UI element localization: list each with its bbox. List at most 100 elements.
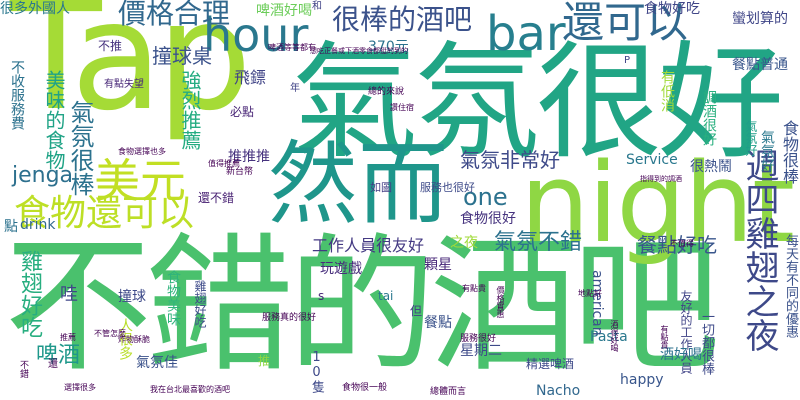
word-shiwu-henhao: 食物很好 — [460, 211, 516, 227]
word-happy: happy — [620, 372, 664, 388]
word-service: Service — [626, 152, 678, 168]
word-zhide-dao-tiaojiu: 指得到的調酒 — [640, 175, 682, 183]
word-tuijian: 推薦 — [60, 333, 76, 342]
word-jiu-hen-haohe: 酒很好喝 — [610, 320, 619, 352]
word-bucuo-small: 不錯 — [18, 360, 28, 378]
word-pijiu: 啤酒 — [36, 343, 81, 368]
word-dan: 但 — [410, 304, 423, 318]
word-meiwei-de-shiwu: 美味的食物 — [42, 70, 66, 170]
word-tai: tai — [378, 289, 394, 303]
word-henbang-de-jiuba: 很棒的酒吧 — [332, 3, 473, 36]
word-buzhide: 不值得 — [670, 239, 694, 248]
word-man-husuan: 蠻划算的 — [732, 11, 788, 27]
word-nian: 年 — [290, 83, 300, 94]
word-wan-youxi: 玩遊戲 — [320, 261, 362, 277]
word-hai: 還 — [48, 359, 58, 370]
word-qifen-henbang: 氣氛很棒 — [66, 100, 94, 196]
word-bar: bar — [486, 6, 566, 62]
word-zhawu-sucui: 炸物酥脆 — [118, 335, 150, 344]
word-xingqi-er: 星期二 — [460, 343, 502, 359]
word-shiwu-haochi: 食物好吃 — [644, 1, 700, 17]
word-zongde-laishuo: 總的來說 — [368, 87, 405, 97]
word-nacho: Nacho — [536, 383, 581, 399]
word-pijiu-haohe: 啤酒好喝 — [256, 3, 312, 19]
word-hai-keyi: 還可以 — [562, 0, 689, 47]
word-jichi-haochi-2: 雞翅好吃 — [193, 280, 207, 328]
word-youhao-gongzuorenyuan: 友好的工作人員 — [679, 290, 693, 374]
word-zhiye: 之夜 — [450, 235, 478, 251]
word-qifen-hao-right: 氣氛好 — [759, 130, 775, 172]
word-one: one — [463, 183, 508, 211]
word-bushou-fuwufei: 不收服務費 — [9, 60, 25, 130]
word-xin-taibi: 新台幣 — [226, 167, 254, 177]
word-zhuangqiu-zhuo: 撞球桌 — [152, 44, 212, 68]
word-gongzuo-renyuan: 工作人員很友好 — [312, 236, 425, 255]
word-meitian-youhui: 每天有不同的優惠 — [783, 234, 798, 338]
word-bidian: 必點 — [230, 105, 255, 119]
word-didian-hao: 地點好 — [578, 289, 602, 298]
word-shiwu-xuanze-yeduo: 食物選擇也多 — [118, 147, 166, 156]
word-hen-renao: 很熱鬧 — [690, 159, 732, 175]
word-shiwu-meiwei: 食物美味 — [165, 270, 181, 326]
word-youdian-shiwang: 有點失望 — [104, 79, 144, 90]
word-pijiu-dengdeng: 啤酒等等都有 — [268, 43, 316, 52]
word-zongti-eryan: 總體而言 — [430, 387, 467, 397]
word-fuwu-yehenhao: 服務也很好 — [420, 181, 475, 194]
word-zan-zhusu: 讚住宿 — [390, 103, 414, 112]
word-tiaojiu-henhao: 調酒很好 — [701, 90, 717, 146]
word-candian: 餐點 — [424, 315, 452, 331]
word-youdian-gui: 有點貴 — [462, 284, 486, 293]
word-qifen-bucuo: 氣氛不錯 — [494, 230, 583, 255]
word-zhide-tuijian: 值得推薦 — [208, 159, 240, 168]
word-hai-bucuo: 還不錯 — [198, 191, 235, 205]
word-jiu-haohe: 酒好喝 — [660, 347, 702, 363]
word-fuwu-zhende-henhao: 服務真的很好 — [262, 313, 317, 323]
word-he: 和 — [312, 1, 322, 12]
word-henduo-waiguoren: 很多外國人 — [0, 1, 70, 17]
word-night: night — [520, 139, 795, 267]
word-candian-haochi: 餐點好吃 — [637, 233, 717, 257]
word-you-dixiao: 有低消 — [659, 70, 675, 112]
word-ren-henduo: 人很多 — [117, 318, 133, 360]
word-tuituitui: 推推推 — [228, 149, 270, 165]
word-jingxuan-pijiu: 精選啤酒 — [526, 357, 575, 371]
word-xuanze-henduo: 選擇很多 — [64, 383, 96, 392]
word-ranerr: 然而 — [268, 132, 448, 237]
word-bucuo-de-jiuba: 不錯的酒吧 — [4, 220, 720, 392]
word-feibiao: 飛鏢 — [234, 68, 267, 87]
word-wa: 哇 — [60, 284, 78, 305]
word-youdian-gui-2: 有點貴 — [660, 325, 669, 349]
word-shiwu-hai-keyi: 食物還可以 — [14, 193, 195, 234]
word-yiqie-doubang: 一切都很棒 — [699, 310, 714, 375]
word-pasta: Pasta — [590, 329, 628, 345]
word-butui: 不推 — [98, 39, 123, 53]
word-fuwu-henhao: 服務很好 — [460, 334, 497, 344]
word-jichi-haochi: 雞翅好吃 — [17, 250, 42, 338]
word-10-zhi: 10隻 — [309, 350, 324, 393]
word-wo-zai-taibei: 我在台北最喜歡的酒吧 — [150, 385, 230, 394]
word-candian-putong: 餐點普通 — [732, 57, 788, 73]
word-ke-xing: 顆星 — [424, 257, 452, 273]
word-shiwu-henbang: 食物很棒 — [780, 120, 799, 184]
word-qianglie-tuijian: 強烈推薦 — [178, 70, 202, 150]
word-p: P — [624, 55, 631, 66]
word-hour: hour — [203, 8, 309, 62]
word-american: american — [589, 270, 605, 336]
word-zhousi-jichi-zhiye: 週四雞翅之夜 — [739, 148, 779, 352]
word-qifen-feichang-hao: 氣氛非常好 — [460, 148, 560, 172]
word-meiyuan: 美元 — [94, 154, 186, 208]
word-qifen-jia: 氣氛佳 — [136, 355, 178, 371]
word-370: 370元 — [368, 39, 409, 55]
word-rutu: 如圖 — [370, 181, 392, 194]
word-xiang-chi-zhengcan: 想吃正餐或下酒零食都挺的到的 — [310, 47, 408, 55]
word-zhuangqiu: 撞球 — [118, 289, 146, 305]
word-tui: 推 — [258, 354, 271, 368]
word-tap: Tap — [10, 0, 252, 144]
word-jiage-shihui: 價格實惠 — [496, 286, 505, 318]
word-buguan-zenme: 不管怎麼 — [94, 329, 126, 338]
word-qifen-hao-right2: 氣氛好 — [744, 120, 758, 156]
word-dian: 點 — [4, 219, 18, 235]
word-s: s — [318, 289, 325, 303]
word-jiage-heli: 價格合理 — [118, 0, 231, 30]
